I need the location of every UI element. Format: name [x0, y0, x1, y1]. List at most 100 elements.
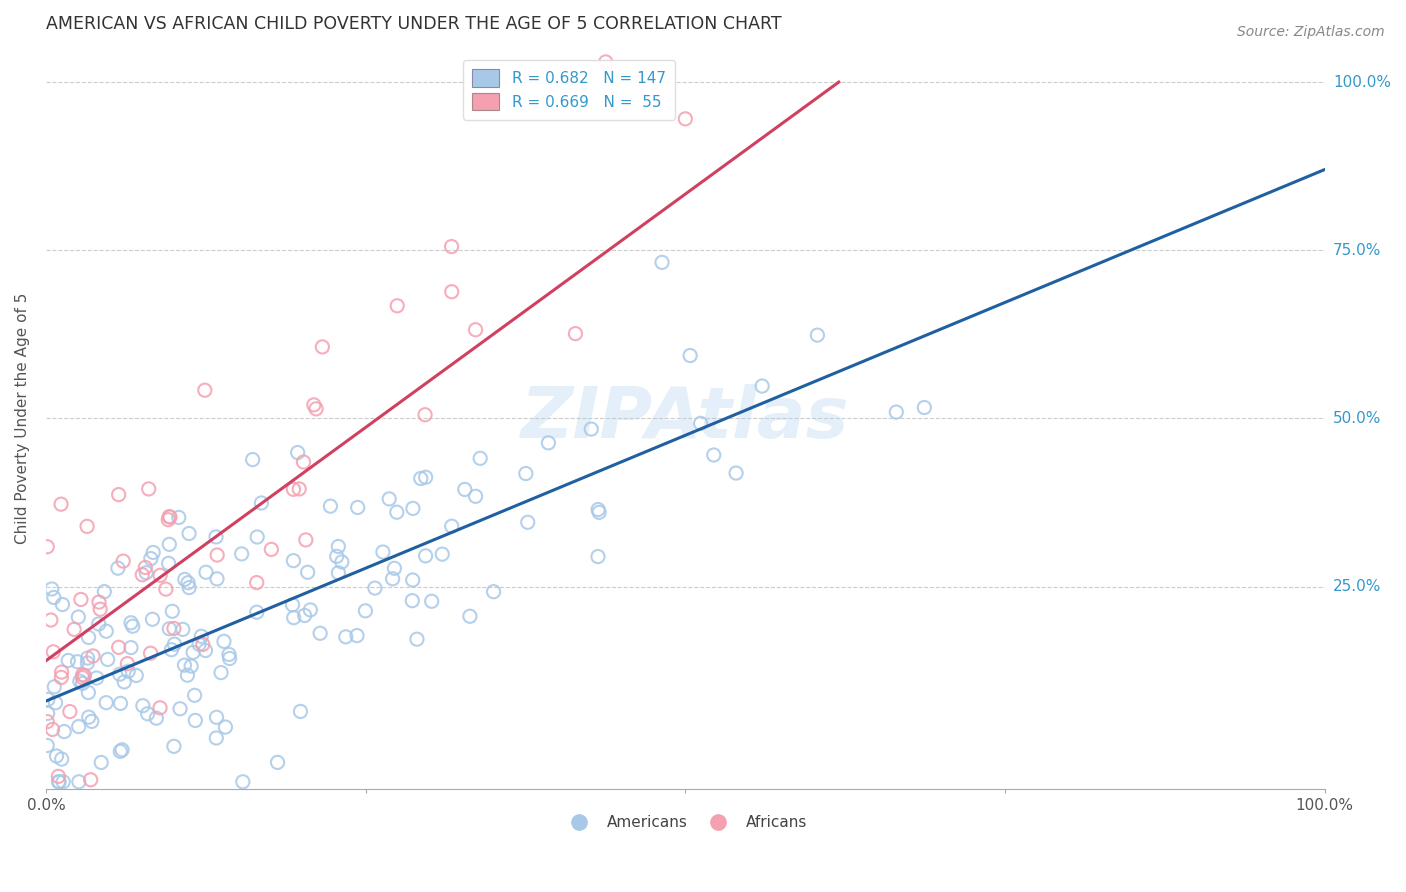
Point — [96, 696, 118, 710]
Text: 50.0%: 50.0% — [1333, 411, 1381, 426]
Point — [246, 605, 269, 619]
Point — [173, 573, 195, 587]
Point — [190, 629, 212, 643]
Point — [470, 451, 492, 466]
Point — [515, 467, 537, 481]
Point — [76, 519, 98, 533]
Point — [82, 648, 104, 663]
Point — [77, 710, 100, 724]
Point — [205, 530, 228, 544]
Point — [588, 505, 610, 519]
Point — [169, 702, 191, 716]
Point — [191, 637, 214, 651]
Point — [107, 487, 129, 501]
Point — [108, 667, 131, 681]
Point — [157, 537, 180, 551]
Point — [58, 653, 80, 667]
Point — [330, 555, 353, 569]
Point — [139, 646, 162, 660]
Point — [72, 676, 94, 690]
Text: AMERICAN VS AFRICAN CHILD POVERTY UNDER THE AGE OF 5 CORRELATION CHART: AMERICAN VS AFRICAN CHILD POVERTY UNDER … — [46, 15, 782, 33]
Point — [141, 612, 163, 626]
Point — [112, 554, 135, 568]
Point — [283, 483, 305, 497]
Point — [120, 615, 142, 630]
Point — [305, 401, 328, 416]
Point — [157, 622, 180, 636]
Point — [107, 561, 129, 575]
Point — [205, 731, 228, 745]
Point — [184, 714, 207, 728]
Point — [117, 657, 139, 671]
Point — [464, 323, 486, 337]
Point — [188, 637, 211, 651]
Point — [401, 593, 423, 607]
Point — [283, 610, 305, 624]
Point — [139, 551, 162, 566]
Point — [59, 705, 82, 719]
Point — [231, 547, 253, 561]
Point — [319, 499, 342, 513]
Point — [346, 500, 368, 515]
Point — [295, 533, 318, 547]
Point — [402, 573, 425, 587]
Point — [218, 651, 240, 665]
Point — [66, 655, 89, 669]
Point — [48, 774, 70, 789]
Point — [49, 497, 72, 511]
Point — [406, 632, 429, 647]
Point — [325, 549, 347, 564]
Point — [420, 594, 443, 608]
Point — [328, 540, 350, 554]
Point — [218, 648, 240, 662]
Point — [136, 706, 159, 721]
Point — [73, 668, 96, 682]
Point — [149, 568, 172, 582]
Point — [595, 54, 617, 69]
Point — [458, 609, 481, 624]
Point — [364, 581, 387, 595]
Point — [51, 670, 73, 684]
Point — [51, 752, 73, 766]
Point — [181, 645, 204, 659]
Point — [48, 769, 70, 783]
Point — [145, 711, 167, 725]
Point — [205, 710, 228, 724]
Point — [302, 398, 325, 412]
Point — [44, 680, 66, 694]
Point — [48, 774, 70, 789]
Point — [581, 422, 603, 436]
Point — [132, 698, 155, 713]
Point — [37, 540, 59, 554]
Point — [41, 723, 63, 737]
Point — [195, 566, 218, 580]
Point — [76, 651, 98, 665]
Point — [163, 739, 186, 754]
Point — [537, 435, 560, 450]
Text: 100.0%: 100.0% — [1333, 75, 1391, 89]
Point — [163, 637, 186, 651]
Point — [76, 656, 98, 670]
Point — [260, 542, 283, 557]
Point — [516, 516, 538, 530]
Point — [53, 724, 76, 739]
Point — [39, 613, 62, 627]
Point — [586, 549, 609, 564]
Point — [689, 417, 711, 431]
Point — [42, 645, 65, 659]
Point — [37, 692, 59, 706]
Point — [160, 642, 183, 657]
Point — [482, 584, 505, 599]
Point — [177, 526, 200, 541]
Point — [163, 621, 186, 635]
Point — [125, 668, 148, 682]
Point — [290, 705, 312, 719]
Point — [110, 744, 132, 758]
Point — [157, 513, 180, 527]
Point — [912, 401, 935, 415]
Point — [97, 652, 120, 666]
Point — [440, 239, 463, 253]
Point — [205, 572, 228, 586]
Point — [232, 774, 254, 789]
Point — [287, 445, 309, 459]
